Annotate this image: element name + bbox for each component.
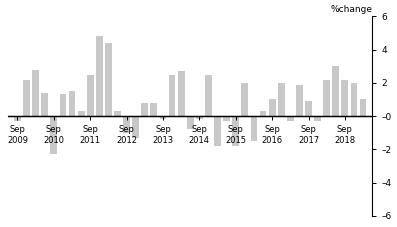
Bar: [278, 83, 285, 116]
Bar: [23, 79, 30, 116]
Bar: [14, 116, 21, 121]
Bar: [169, 74, 175, 116]
Bar: [50, 116, 57, 154]
Bar: [232, 116, 239, 146]
Bar: [341, 79, 348, 116]
Bar: [314, 116, 321, 121]
Bar: [32, 69, 39, 116]
Bar: [351, 83, 357, 116]
Bar: [87, 74, 94, 116]
Bar: [323, 79, 330, 116]
Bar: [241, 83, 248, 116]
Bar: [196, 116, 203, 119]
Bar: [205, 74, 212, 116]
Bar: [187, 116, 194, 129]
Bar: [69, 91, 75, 116]
Bar: [332, 66, 339, 116]
Text: %change: %change: [330, 5, 372, 14]
Bar: [114, 111, 121, 116]
Bar: [160, 116, 166, 119]
Bar: [178, 71, 185, 116]
Bar: [260, 111, 266, 116]
Bar: [269, 99, 276, 116]
Bar: [123, 116, 130, 133]
Bar: [214, 116, 221, 146]
Bar: [296, 84, 303, 116]
Bar: [41, 93, 48, 116]
Bar: [60, 94, 66, 116]
Bar: [132, 116, 139, 138]
Bar: [251, 116, 257, 141]
Bar: [105, 43, 112, 116]
Bar: [96, 36, 103, 116]
Bar: [78, 111, 85, 116]
Bar: [360, 99, 366, 116]
Bar: [223, 116, 230, 121]
Bar: [141, 103, 148, 116]
Bar: [305, 101, 312, 116]
Bar: [150, 103, 157, 116]
Bar: [287, 116, 294, 121]
